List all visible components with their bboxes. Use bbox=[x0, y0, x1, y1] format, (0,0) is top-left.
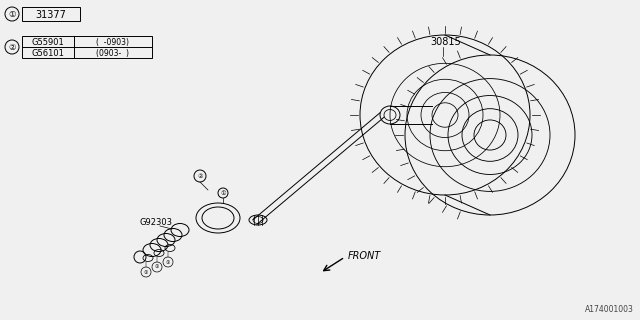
Text: ①: ① bbox=[155, 265, 159, 269]
Text: G92303: G92303 bbox=[140, 218, 173, 227]
Text: G55901: G55901 bbox=[31, 37, 65, 46]
Bar bbox=[22, 36, 152, 58]
Text: ②: ② bbox=[8, 43, 16, 52]
Text: (0903-  ): (0903- ) bbox=[97, 49, 129, 58]
Bar bbox=[22, 7, 80, 21]
Text: ②: ② bbox=[197, 173, 203, 179]
Text: A174001003: A174001003 bbox=[585, 305, 634, 314]
Text: G56101: G56101 bbox=[31, 49, 65, 58]
Text: FRONT: FRONT bbox=[348, 251, 381, 261]
Text: 31377: 31377 bbox=[36, 10, 67, 20]
Text: 30815: 30815 bbox=[430, 37, 461, 47]
Text: ①: ① bbox=[220, 190, 226, 196]
Text: (  -0903): ( -0903) bbox=[97, 37, 129, 46]
Text: ①: ① bbox=[144, 269, 148, 275]
Text: ①: ① bbox=[166, 260, 170, 265]
Text: ①: ① bbox=[8, 10, 16, 19]
